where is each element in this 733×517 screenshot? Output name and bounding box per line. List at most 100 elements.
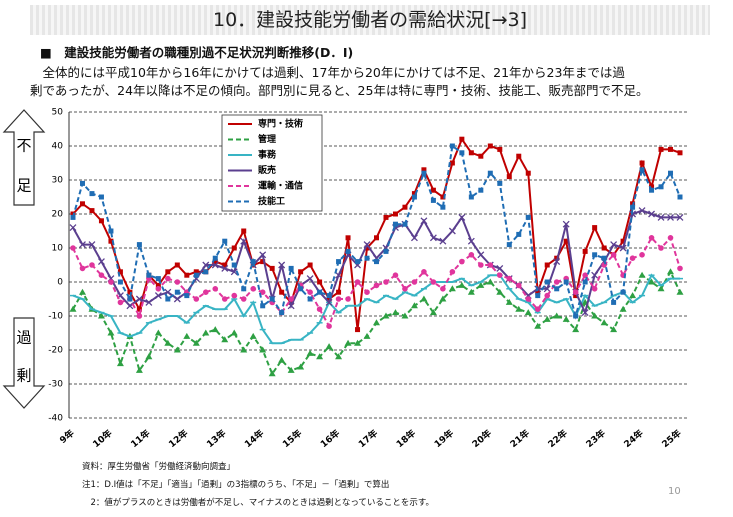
marker: [79, 265, 86, 272]
marker: [287, 302, 295, 310]
marker: [667, 235, 674, 241]
marker: [117, 269, 123, 275]
marker: [269, 296, 275, 302]
marker: [649, 187, 655, 193]
marker: [392, 211, 398, 217]
marker: [307, 289, 313, 296]
marker: [241, 228, 247, 234]
marker: [306, 275, 314, 283]
marker: [562, 315, 570, 322]
marker: [336, 289, 342, 295]
marker: [497, 146, 503, 152]
marker: [374, 259, 379, 265]
marker: [383, 214, 389, 220]
marker: [279, 310, 285, 316]
x-tick-label: 23年: [583, 427, 607, 450]
marker: [468, 194, 474, 200]
description-line: 剰であったが、24年以降は不足の傾向。部門別に見ると、25年は特に専門・技術、技…: [30, 83, 649, 98]
marker: [145, 298, 153, 306]
marker: [231, 262, 237, 268]
marker: [363, 332, 371, 339]
x-tick-label: 15年: [280, 427, 304, 450]
marker: [553, 258, 561, 266]
marker: [430, 197, 436, 203]
marker: [667, 213, 674, 221]
subtitle: ■ 建設技能労働者の職種別過不足状況判断推移(D．I): [40, 45, 354, 60]
marker: [108, 279, 114, 285]
y-tick-label: 50: [52, 108, 64, 118]
marker: [98, 194, 104, 200]
marker: [221, 296, 228, 302]
marker: [202, 329, 210, 336]
marker: [535, 293, 541, 299]
marker: [70, 245, 76, 251]
marker: [202, 261, 210, 269]
y-tick-label: -20: [48, 346, 63, 356]
marker: [573, 313, 579, 319]
marker: [506, 242, 512, 248]
side-label: 不: [16, 137, 31, 155]
marker: [383, 279, 389, 285]
marker: [136, 306, 142, 312]
marker: [515, 305, 523, 312]
marker: [620, 289, 626, 295]
marker: [582, 272, 588, 279]
note: 2：値がプラスのときは労働者が不足し、マイナスのときは過剰となっていることを示す…: [82, 498, 435, 508]
marker: [649, 184, 655, 190]
marker: [544, 279, 550, 285]
marker: [306, 349, 314, 356]
marker: [553, 279, 560, 285]
marker: [155, 276, 161, 282]
marker: [563, 279, 569, 285]
marker: [487, 143, 493, 149]
marker: [496, 288, 504, 295]
marker: [648, 235, 655, 241]
x-tick-label: 17年: [356, 427, 380, 450]
marker: [677, 265, 683, 272]
marker: [440, 204, 446, 210]
marker: [657, 285, 665, 292]
marker: [335, 296, 342, 302]
marker: [459, 150, 465, 156]
slide-title: 10．建設技能労働者の需給状況[→3]: [30, 5, 710, 35]
y-tick-label: -10: [48, 312, 63, 322]
marker: [326, 323, 332, 330]
marker: [146, 272, 152, 278]
marker: [107, 329, 115, 336]
marker: [429, 234, 437, 242]
marker: [145, 353, 153, 360]
marker: [211, 261, 219, 269]
marker: [591, 312, 599, 319]
legend-label: 運輸・通信: [258, 180, 303, 192]
marker: [477, 251, 485, 259]
marker: [677, 194, 683, 200]
marker: [108, 238, 114, 244]
marker: [98, 272, 105, 279]
marker: [298, 286, 304, 292]
marker: [572, 289, 579, 296]
y-tick-label: 30: [52, 176, 64, 186]
x-tick-label: 19年: [432, 427, 456, 450]
marker: [174, 262, 180, 268]
marker: [345, 235, 351, 241]
marker: [127, 296, 133, 302]
marker: [354, 279, 361, 285]
marker: [364, 245, 370, 251]
side-label: 足: [16, 177, 31, 195]
marker: [525, 296, 532, 302]
marker: [326, 296, 332, 302]
marker: [553, 312, 561, 319]
marker: [335, 353, 343, 360]
marker: [620, 238, 626, 244]
series-line: [72, 235, 681, 329]
x-tick-label: 24年: [621, 427, 645, 450]
marker: [639, 252, 645, 258]
marker: [610, 252, 617, 258]
marker: [487, 262, 494, 268]
marker: [658, 245, 664, 251]
side-label: 剰: [16, 367, 31, 385]
marker: [459, 258, 465, 265]
